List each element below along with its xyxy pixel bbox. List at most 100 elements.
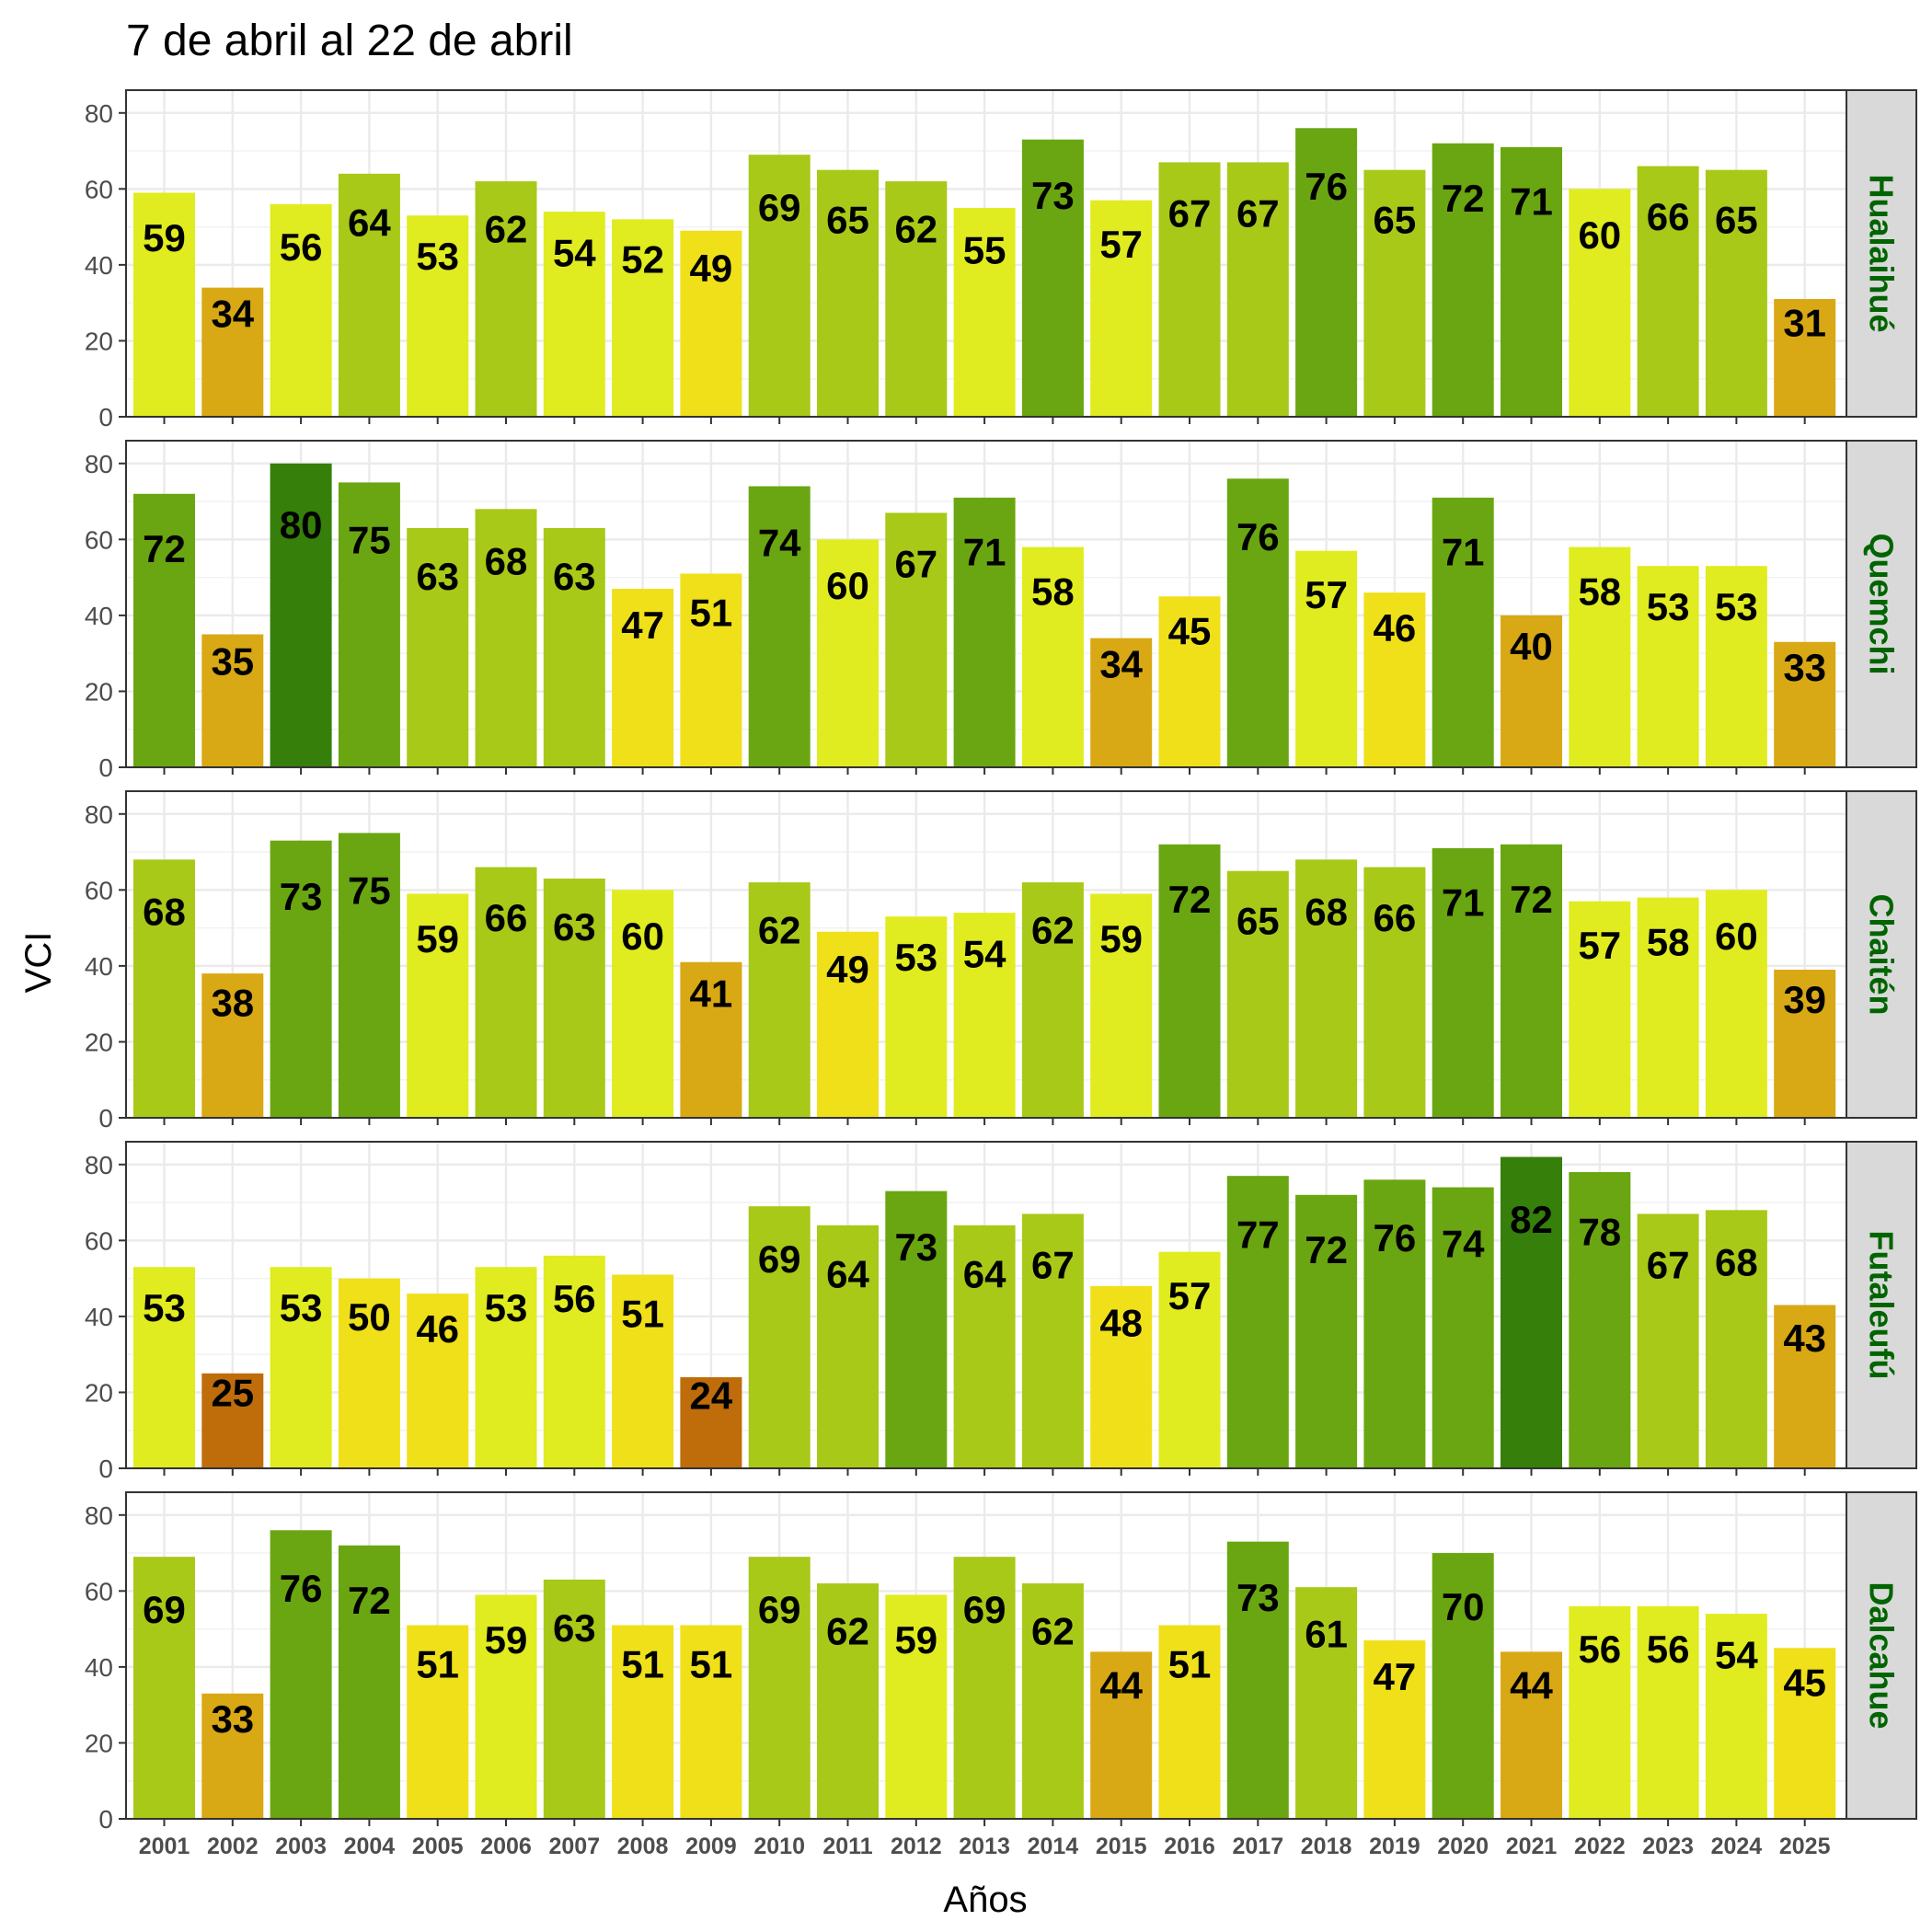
bar-value-label: 71 <box>1442 881 1485 925</box>
bar-value-label: 34 <box>211 293 254 336</box>
bar-value-label: 56 <box>280 225 323 269</box>
bar-Futaleufú-2017 <box>1226 1176 1289 1468</box>
bar-Chaitén-2010 <box>748 882 811 1118</box>
bar-value-label: 62 <box>826 1609 869 1652</box>
bar-value-label: 45 <box>1168 609 1212 652</box>
bar-value-label: 68 <box>143 890 186 933</box>
bar-value-label: 50 <box>348 1295 391 1339</box>
bar-Hualaihué-2008 <box>612 219 674 417</box>
panel-0: 59 34 56 64 53 62 54 52 49 69 65 62 55 73 57 67 67 76 65 72… <box>85 89 1917 431</box>
bar-value-label: 65 <box>826 198 869 241</box>
bar-value-label: 72 <box>143 527 186 570</box>
bar-Chaitén-2016 <box>1158 844 1221 1118</box>
bar-Futaleufú-2021 <box>1501 1156 1562 1468</box>
panel-4: 69 33 76 72 51 59 63 51 51 69 62 59 69 62 44 51 73 61 47 70… <box>85 1491 1917 1834</box>
bar-Dalcahue-2014 <box>1021 1583 1084 1819</box>
bar-value-label: 73 <box>280 875 323 918</box>
bar-value-label: 59 <box>143 216 186 259</box>
bar-Hualaihué-2024 <box>1705 169 1767 418</box>
bar-value-label: 61 <box>1305 1613 1348 1656</box>
facet-strip-label: Hualaihué <box>1863 174 1901 332</box>
y-tick-label: 80 <box>85 1151 113 1179</box>
y-tick-label: 0 <box>98 403 113 431</box>
bar-Dalcahue-2009 <box>680 1625 742 1819</box>
bar-Hualaihué-2001 <box>133 192 195 417</box>
x-tick-label: 2008 <box>617 1834 669 1859</box>
bar-value-label: 76 <box>280 1567 323 1610</box>
bar-Dalcahue-2022 <box>1569 1605 1631 1819</box>
bar-Futaleufú-2023 <box>1637 1213 1699 1468</box>
bar-value-label: 72 <box>1510 878 1553 921</box>
x-tick-label: 2001 <box>139 1834 190 1859</box>
bar-Dalcahue-2023 <box>1637 1605 1699 1819</box>
bar-Futaleufú-2001 <box>133 1267 195 1468</box>
bar-Dalcahue-2005 <box>407 1625 469 1819</box>
bar-value-label: 48 <box>1099 1301 1143 1344</box>
x-tick-label: 2004 <box>344 1834 396 1859</box>
bar-value-label: 57 <box>1168 1274 1212 1317</box>
bar-Hualaihué-2015 <box>1090 200 1153 417</box>
bar-Futaleufú-2002 <box>201 1373 264 1468</box>
bar-value-label: 43 <box>1783 1317 1826 1360</box>
bar-value-label: 60 <box>621 914 664 958</box>
bar-Chaitén-2005 <box>407 893 469 1118</box>
facet-strip-label: Dalcahue <box>1863 1581 1901 1729</box>
bar-Futaleufú-2004 <box>338 1278 400 1468</box>
bar-value-label: 25 <box>211 1371 254 1414</box>
bar-Quemchi-2017 <box>1226 478 1289 767</box>
y-tick-label: 40 <box>85 1653 113 1682</box>
bar-value-label: 76 <box>1374 1216 1417 1259</box>
bar-Chaitén-2023 <box>1637 897 1699 1118</box>
bar-Futaleufú-2020 <box>1432 1187 1494 1468</box>
bar-Dalcahue-2025 <box>1774 1648 1836 1819</box>
bar-Chaitén-2001 <box>133 859 195 1118</box>
x-tick-label: 2015 <box>1096 1834 1147 1859</box>
chart-panels: 59 34 56 64 53 62 54 52 49 69 65 62 55 73 57 67 67 76 65 72… <box>85 89 1917 1859</box>
bar-Quemchi-2004 <box>338 482 400 767</box>
bar-value-label: 80 <box>280 503 323 546</box>
bar-Hualaihué-2021 <box>1501 146 1562 417</box>
bar-value-label: 58 <box>1031 569 1075 613</box>
bar-Hualaihué-2012 <box>885 181 948 417</box>
bar-value-label: 68 <box>485 539 528 582</box>
bar-value-label: 47 <box>1374 1655 1417 1698</box>
bar-value-label: 68 <box>1715 1240 1758 1283</box>
bar-Chaitén-2014 <box>1021 882 1084 1118</box>
bar-Dalcahue-2008 <box>612 1625 674 1819</box>
bar-Dalcahue-2001 <box>133 1557 195 1819</box>
x-tick-label: 2010 <box>753 1834 805 1859</box>
bar-value-label: 73 <box>894 1225 937 1269</box>
bar-value-label: 73 <box>1031 174 1075 217</box>
bar-value-label: 59 <box>485 1618 528 1662</box>
y-tick-label: 60 <box>85 1226 113 1255</box>
bar-value-label: 51 <box>621 1293 664 1336</box>
x-tick-label: 2006 <box>480 1834 532 1859</box>
y-tick-label: 80 <box>85 1501 113 1530</box>
bar-value-label: 65 <box>1715 198 1758 241</box>
y-tick-label: 40 <box>85 1303 113 1331</box>
bar-value-label: 57 <box>1305 573 1348 616</box>
bar-value-label: 67 <box>1031 1244 1075 1287</box>
facet-strip-label: Chaitén <box>1863 893 1901 1015</box>
bar-value-label: 46 <box>1374 606 1417 650</box>
bar-Dalcahue-2020 <box>1432 1553 1494 1819</box>
y-tick-label: 60 <box>85 876 113 904</box>
bar-Quemchi-2005 <box>407 527 469 767</box>
bar-Chaitén-2004 <box>338 833 400 1118</box>
x-axis-title: Años <box>943 1880 1027 1920</box>
bar-Futaleufú-2012 <box>885 1190 948 1468</box>
bar-Futaleufú-2006 <box>475 1267 537 1468</box>
y-tick-label: 60 <box>85 175 113 203</box>
bar-Quemchi-2003 <box>270 463 332 767</box>
y-tick-label: 20 <box>85 677 113 706</box>
bar-value-label: 47 <box>621 604 664 647</box>
bar-Hualaihué-2005 <box>407 215 469 417</box>
bar-Chaitén-2015 <box>1090 893 1153 1118</box>
bar-Chaitén-2009 <box>680 961 742 1118</box>
bar-value-label: 49 <box>690 247 733 290</box>
bar-Hualaihué-2025 <box>1774 299 1836 417</box>
bar-value-label: 59 <box>1099 917 1143 960</box>
bar-Dalcahue-2019 <box>1363 1639 1426 1819</box>
bar-value-label: 53 <box>280 1286 323 1329</box>
